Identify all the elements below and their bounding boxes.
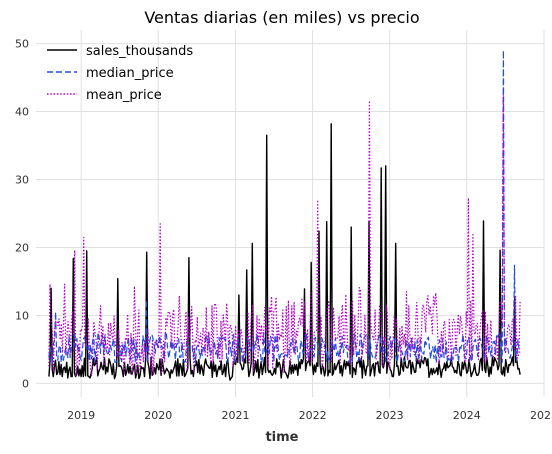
y-tick-label: 0 bbox=[22, 377, 29, 390]
y-tick-label: 20 bbox=[15, 241, 29, 254]
series-line-mean-price bbox=[48, 93, 521, 377]
y-tick-label: 10 bbox=[15, 309, 29, 322]
grid-lines bbox=[36, 30, 545, 397]
series-lines bbox=[48, 49, 521, 381]
x-tick-label: 2024 bbox=[453, 409, 481, 422]
x-tick-label: 2021 bbox=[222, 409, 250, 422]
legend-label-mean-price: mean_price bbox=[86, 88, 162, 103]
x-tick-label: 2025 bbox=[530, 409, 552, 422]
y-tick-label: 30 bbox=[15, 174, 29, 187]
y-tick-labels: 0 10 20 30 40 50 bbox=[15, 38, 29, 391]
legend-label-sales-thousands: sales_thousands bbox=[86, 44, 193, 59]
series-line-sales-thousands bbox=[48, 123, 521, 381]
y-tick-label: 50 bbox=[15, 38, 29, 51]
x-axis-label: time bbox=[265, 430, 298, 445]
x-tick-label: 2023 bbox=[376, 409, 404, 422]
x-tick-label: 2020 bbox=[144, 409, 172, 422]
chart-title: Ventas diarias (en miles) vs precio bbox=[144, 8, 419, 27]
x-tick-label: 2019 bbox=[67, 409, 95, 422]
legend: sales_thousands median_price mean_price bbox=[47, 44, 193, 103]
y-tick-label: 40 bbox=[15, 106, 29, 119]
legend-label-median-price: median_price bbox=[86, 66, 174, 81]
x-tick-label: 2022 bbox=[299, 409, 327, 422]
x-tick-labels: 2019 2020 2021 2022 2023 2024 2025 bbox=[67, 409, 552, 422]
